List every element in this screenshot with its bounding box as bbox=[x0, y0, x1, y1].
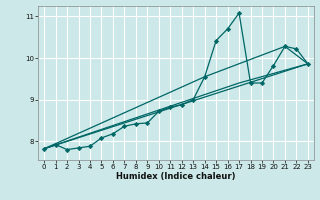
X-axis label: Humidex (Indice chaleur): Humidex (Indice chaleur) bbox=[116, 172, 236, 181]
